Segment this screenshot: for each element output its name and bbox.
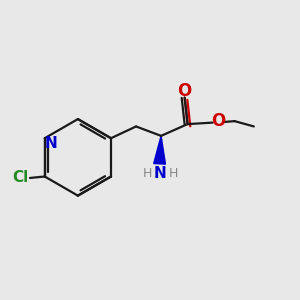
Polygon shape	[154, 136, 166, 164]
Text: O: O	[212, 112, 226, 130]
Text: N: N	[45, 136, 58, 151]
Text: O: O	[178, 82, 192, 100]
Text: Cl: Cl	[12, 170, 28, 185]
Text: H: H	[143, 167, 152, 180]
Text: H: H	[169, 167, 178, 180]
Text: N: N	[154, 166, 167, 181]
